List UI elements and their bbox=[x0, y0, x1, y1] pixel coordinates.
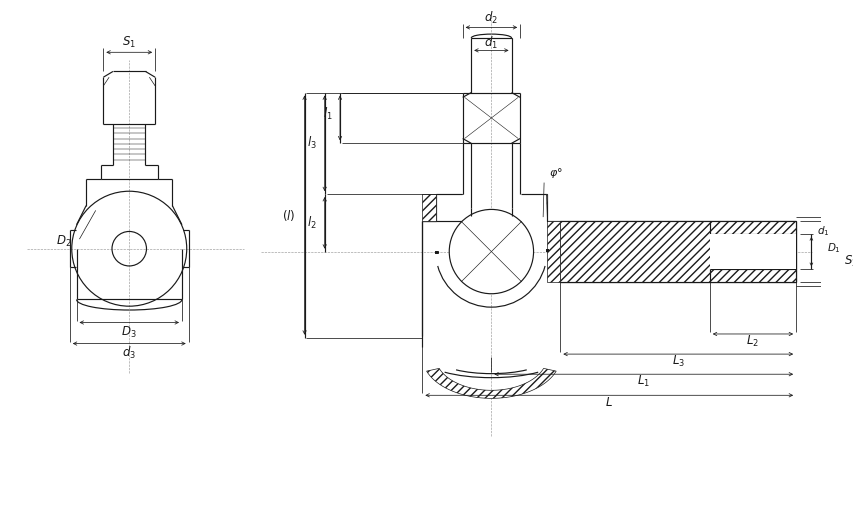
Polygon shape bbox=[426, 368, 555, 399]
Text: $l_3$: $l_3$ bbox=[307, 135, 316, 152]
Text: $L_3$: $L_3$ bbox=[671, 354, 684, 369]
Text: $L_1$: $L_1$ bbox=[636, 374, 649, 389]
Text: $L$: $L$ bbox=[605, 396, 612, 410]
Text: $S_2$: $S_2$ bbox=[843, 254, 853, 269]
Polygon shape bbox=[709, 234, 795, 269]
Polygon shape bbox=[422, 194, 435, 221]
Text: $S_1$: $S_1$ bbox=[122, 35, 136, 50]
Text: $(l)$: $(l)$ bbox=[281, 207, 294, 222]
Text: $l_2$: $l_2$ bbox=[307, 215, 316, 231]
Polygon shape bbox=[545, 194, 560, 282]
Text: $D_2$: $D_2$ bbox=[56, 233, 72, 249]
Text: $D_1$: $D_1$ bbox=[826, 241, 839, 255]
Text: $l_1$: $l_1$ bbox=[322, 106, 332, 122]
Polygon shape bbox=[560, 221, 795, 282]
Text: $d_1$: $d_1$ bbox=[816, 224, 829, 238]
Text: $\varphi°$: $\varphi°$ bbox=[548, 166, 562, 180]
Text: $d_1$: $d_1$ bbox=[484, 35, 498, 51]
Text: $D_3$: $D_3$ bbox=[121, 325, 136, 340]
Text: $L_2$: $L_2$ bbox=[746, 334, 758, 349]
Circle shape bbox=[449, 209, 533, 294]
Text: $d_3$: $d_3$ bbox=[122, 345, 136, 361]
Text: $d_2$: $d_2$ bbox=[484, 10, 498, 26]
